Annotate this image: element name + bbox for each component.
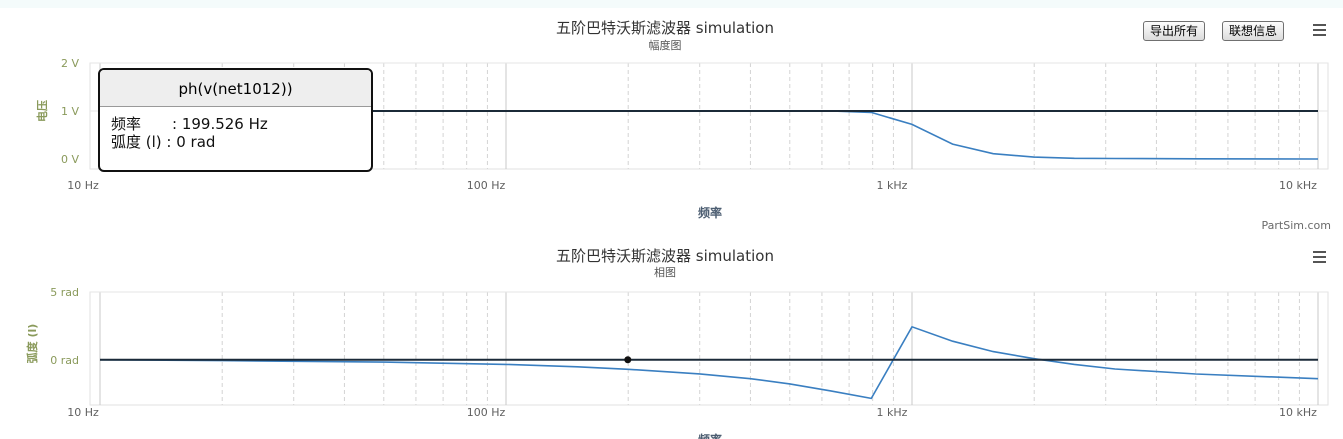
- tooltip-frequency-label: 频率: [111, 115, 142, 133]
- series-line: [99, 325, 1319, 400]
- tooltip-row-phase: 弧度 (l) : 0 rad: [100, 133, 371, 151]
- tooltip-phase-value: : 0 rad: [166, 133, 216, 151]
- top-strip: [0, 0, 1343, 8]
- data-tooltip: ph(v(net1012)) 频率 : 199.526 Hz 弧度 (l) : 0…: [98, 68, 373, 172]
- contact-info-button[interactable]: 联想信息: [1222, 21, 1285, 41]
- partsim-credit[interactable]: PartSim.com: [1261, 219, 1331, 232]
- x-axis-label: 频率: [698, 205, 722, 220]
- x-tick-label: 10 Hz: [67, 179, 99, 192]
- phase-chart-panel: 五阶巴特沃斯滤波器 simulation 相图 0 rad 5 rad 10 Hz 1…: [0, 240, 1343, 439]
- y-tick-label: 0 V: [61, 153, 79, 166]
- tooltip-row-frequency: 频率 : 199.526 Hz: [100, 115, 371, 133]
- y-tick-label: 5 rad: [50, 286, 79, 299]
- tooltip-phase-label: 弧度 (l): [111, 133, 162, 151]
- chart-title: 五阶巴特沃斯滤波器 simulation: [556, 19, 774, 37]
- tooltip-series-name: ph(v(net1012)): [100, 70, 371, 107]
- x-tick-label: 1 kHz: [877, 406, 908, 419]
- y-tick-label: 0 rad: [50, 354, 79, 367]
- x-tick-label: 100 Hz: [467, 406, 506, 419]
- y-axis-label: 电压: [35, 100, 49, 122]
- menu-icon[interactable]: [1308, 19, 1330, 41]
- y-tick-label: 1 V: [61, 105, 79, 118]
- x-tick-label: 10 kHz: [1279, 179, 1317, 192]
- x-tick-label: 100 Hz: [467, 179, 506, 192]
- x-axis-label: 频率: [698, 432, 722, 439]
- export-all-button[interactable]: 导出所有: [1143, 21, 1206, 41]
- y-axis-label: 弧度 (l): [25, 324, 39, 364]
- chart-title: 五阶巴特沃斯滤波器 simulation: [556, 247, 774, 265]
- y-tick-label: 2 V: [61, 57, 79, 70]
- phase-plot: 0 rad 5 rad 10 Hz 100 Hz 1 kHz 10 kHz 频率 弧度 (l): [25, 286, 1329, 439]
- x-tick-label: 10 kHz: [1279, 406, 1317, 419]
- chart-subtitle: 幅度图: [648, 39, 682, 52]
- plot-area: [89, 291, 1329, 406]
- chart-subtitle: 相图: [654, 266, 676, 279]
- tooltip-frequency-value: : 199.526 Hz: [172, 115, 268, 133]
- menu-icon[interactable]: [1308, 246, 1330, 268]
- hover-marker: [624, 356, 632, 364]
- x-tick-label: 10 Hz: [67, 406, 99, 419]
- x-tick-label: 1 kHz: [877, 179, 908, 192]
